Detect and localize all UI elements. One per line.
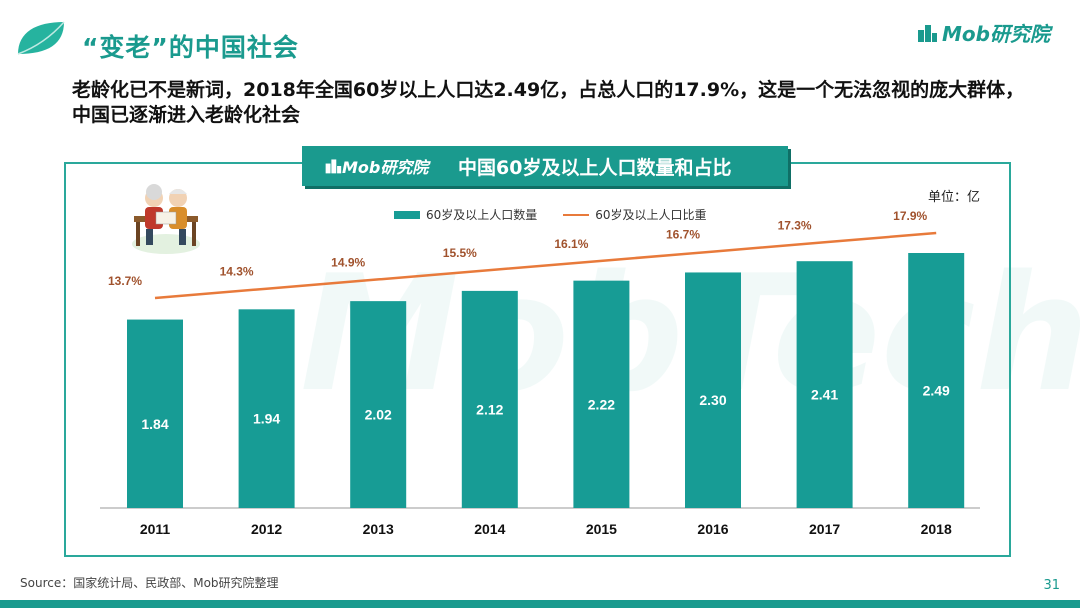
ratio-label: 13.7%	[108, 274, 142, 288]
decorative-leaf-logo	[17, 21, 65, 55]
bar-2017	[796, 261, 853, 508]
source-note: Source：国家统计局、民政部、Mob研究院整理	[20, 576, 279, 590]
ratio-label: 14.9%	[331, 255, 365, 269]
unit-label: 单位：亿	[927, 190, 980, 205]
bar-value-label: 1.84	[141, 416, 168, 432]
chart-header-logo: Mob研究院	[324, 154, 444, 178]
bar-value-label: 2.41	[811, 387, 838, 403]
bar-2014	[461, 290, 518, 508]
chart-header: Mob研究院 中国60岁及以上人口数量和占比	[302, 146, 788, 186]
x-tick-label: 2017	[809, 521, 840, 537]
legend-line-label: 60岁及以上人口比重	[595, 208, 707, 222]
building-icon	[325, 159, 342, 174]
x-tick-label: 2016	[697, 521, 728, 537]
x-tick-label: 2013	[363, 521, 394, 537]
bar-value-label: 2.30	[699, 392, 726, 408]
building-icon	[918, 24, 938, 42]
brand-name: Mob研究院	[942, 22, 1050, 46]
legend-line-swatch	[563, 213, 590, 216]
chart-legend: 60岁及以上人口数量 60岁及以上人口比重	[394, 206, 707, 223]
chart-title: 中国60岁及以上人口数量和占比	[458, 156, 732, 179]
bar-value-label: 2.02	[365, 407, 392, 423]
bar-value-label: 1.94	[253, 411, 280, 427]
ratio-label: 14.3%	[220, 265, 254, 279]
ratio-label: 17.9%	[893, 209, 927, 223]
x-tick-label: 2015	[586, 521, 617, 537]
x-tick-label: 2011	[140, 521, 171, 537]
bar-value-label: 2.49	[923, 383, 950, 399]
bar-2018	[908, 253, 965, 508]
bar-value-label: 2.12	[476, 401, 503, 417]
ratio-label: 16.1%	[554, 237, 588, 251]
x-tick-label: 2012	[251, 521, 282, 537]
brand-logo: Mob研究院	[916, 18, 1050, 47]
bar-2015	[573, 280, 630, 508]
elderly-couple-illustration	[132, 184, 200, 254]
ratio-line	[154, 231, 937, 300]
bar-2013	[350, 301, 407, 508]
bar-2016	[685, 272, 741, 508]
legend-bar-swatch	[394, 210, 420, 219]
ratio-label: 15.5%	[443, 246, 477, 260]
chart-header-logo-text: Mob研究院	[342, 158, 429, 177]
x-tick-label: 2014	[474, 521, 505, 537]
bar-2012	[238, 309, 295, 508]
page-title: “变老”的中国社会	[82, 33, 299, 62]
bottom-bar	[0, 600, 1080, 608]
subtitle: 老龄化已不是新词，2018年全国60岁以上人口达2.49亿，占总人口的17.9%…	[72, 79, 1025, 126]
ratio-label: 17.3%	[778, 218, 812, 232]
legend-bar-label: 60岁及以上人口数量	[426, 208, 538, 222]
page-number: 31	[1043, 578, 1060, 593]
bar-2011	[127, 319, 183, 508]
x-tick-label: 2018	[921, 521, 952, 537]
bar-value-label: 2.22	[588, 396, 615, 412]
ratio-label: 16.7%	[666, 228, 700, 242]
